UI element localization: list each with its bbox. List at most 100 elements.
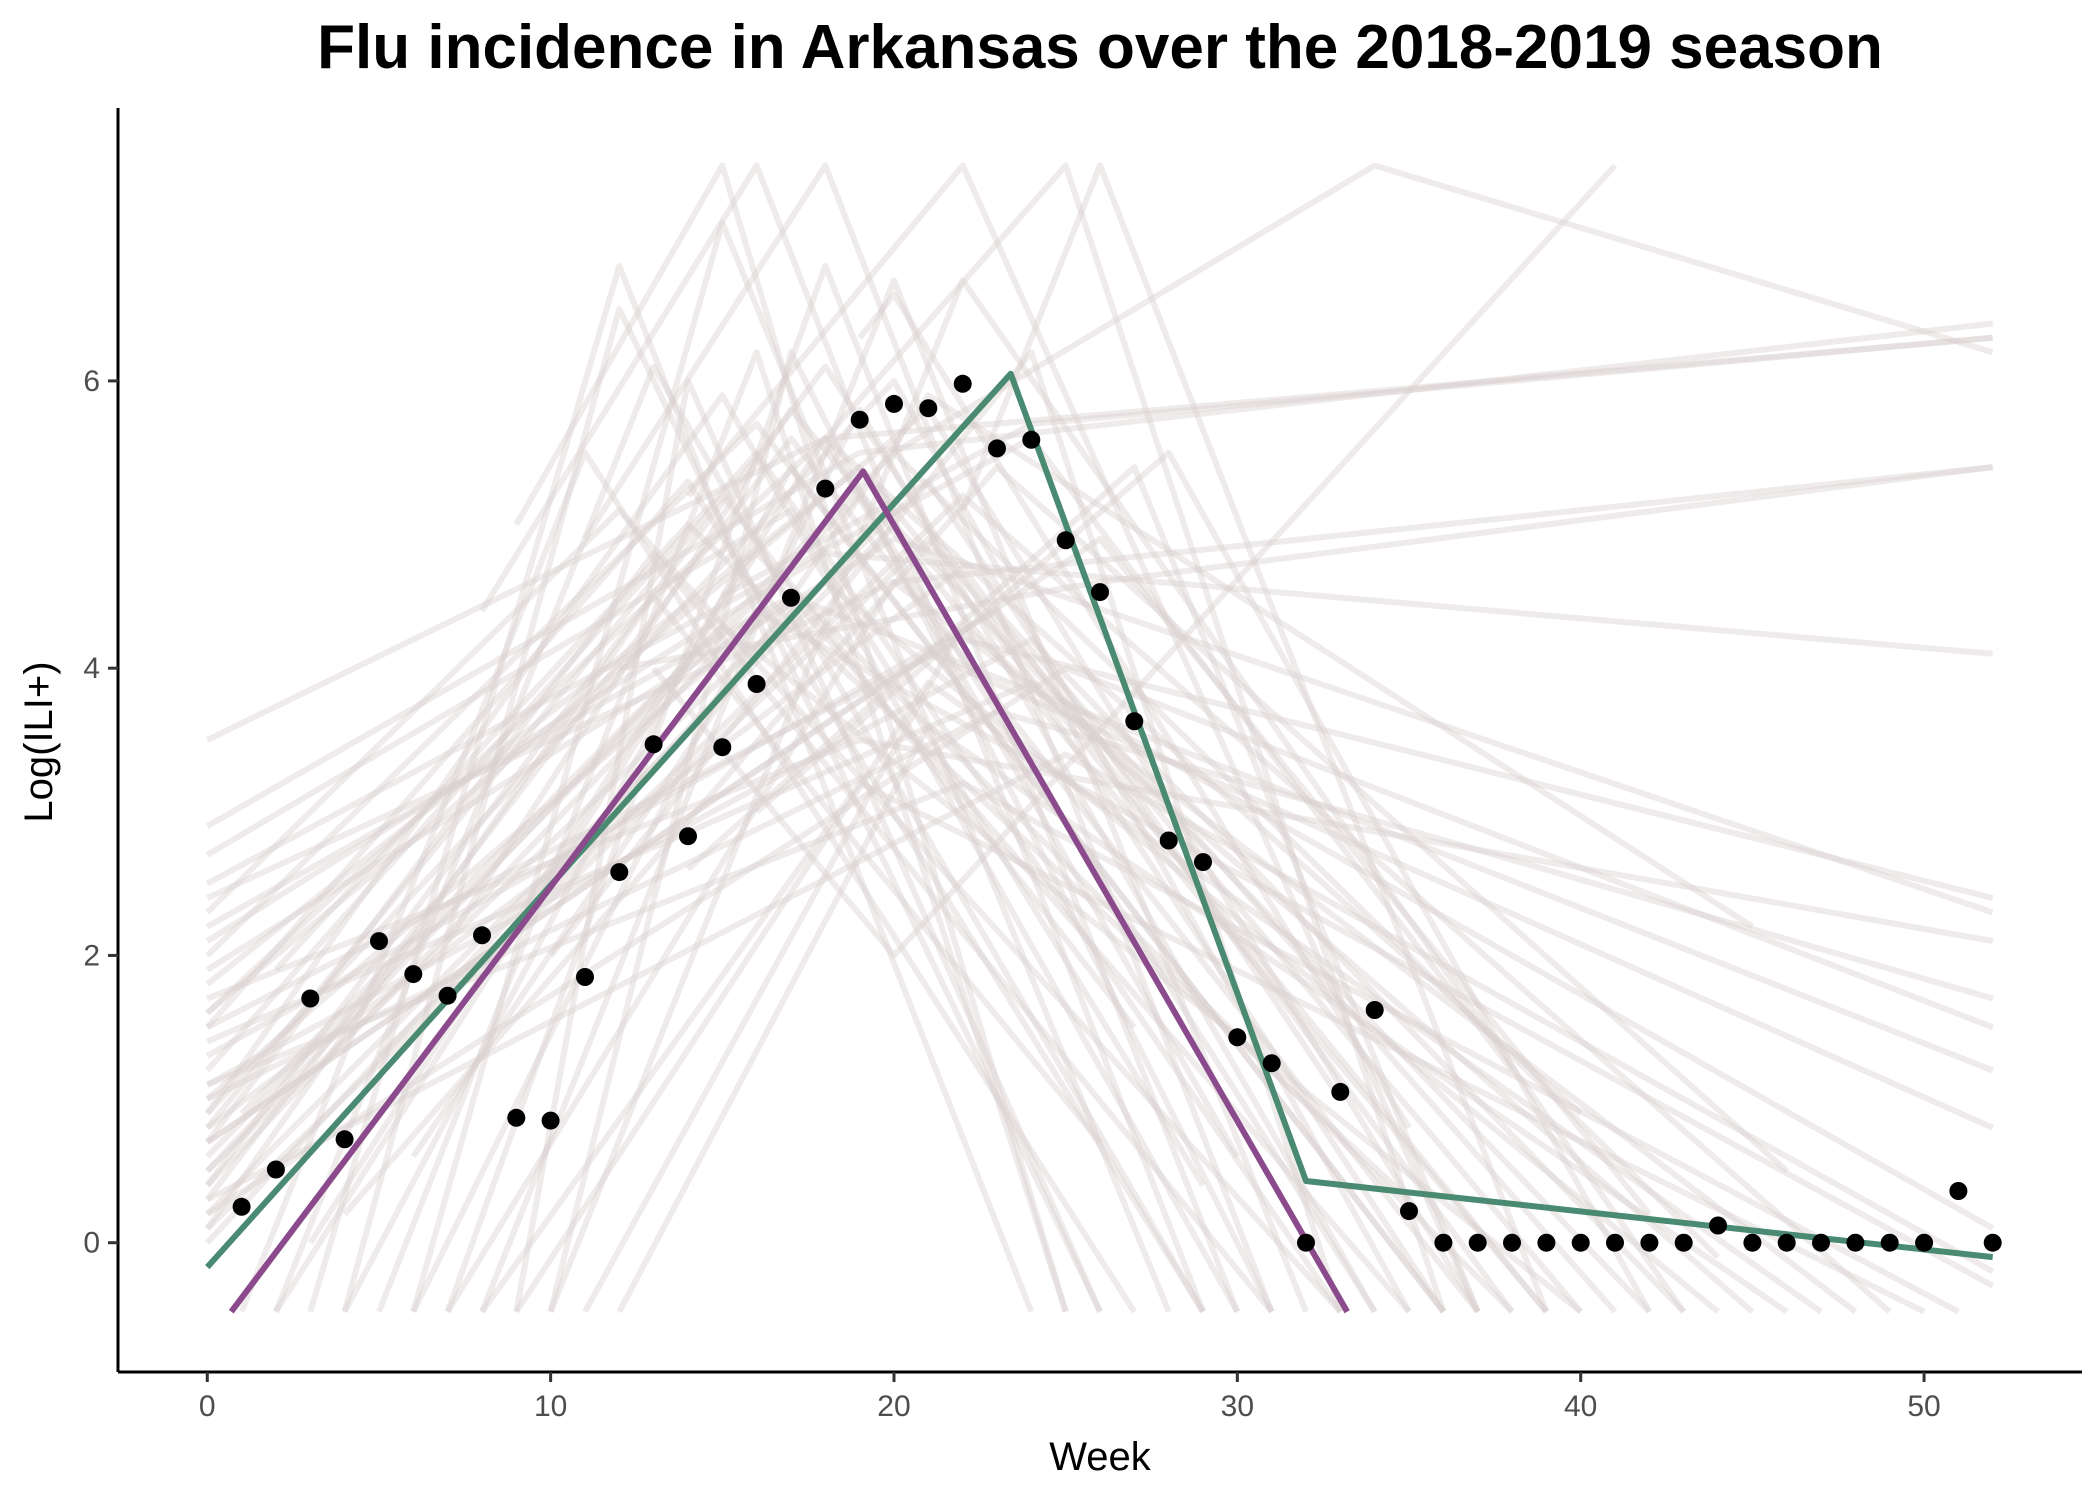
sample-line-42 [206,679,1995,1232]
sample-line-48 [582,622,1755,1314]
observed-point-2 [266,1160,285,1179]
observed-point-15 [713,738,732,757]
observed-point-30 [1228,1028,1247,1047]
y-tick-label-0: 0 [83,1227,100,1260]
y-tick-label-6: 6 [83,365,100,398]
sample-line-57 [479,162,1206,1313]
sample-line-27 [273,363,1206,1314]
observed-point-13 [644,735,663,754]
observed-point-7 [438,986,457,1005]
observed-point-20 [885,394,903,413]
observed-point-43 [1674,1233,1693,1252]
sample-line-59 [685,162,1481,1313]
x-tick-label-30: 30 [1221,1390,1254,1423]
sample-line-36 [205,550,1993,944]
x-tick-label-20: 20 [877,1390,910,1423]
observed-point-3 [301,989,320,1008]
x-tick-label-0: 0 [199,1390,216,1423]
sample-line-74 [205,435,1240,1158]
y-tick-label-4: 4 [83,652,100,685]
observed-point-39 [1537,1233,1556,1252]
observed-point-9 [507,1108,526,1127]
sample-line-26 [513,377,1103,1313]
observed-point-23 [988,439,1006,458]
sample-line-58 [582,162,1275,1313]
sample-line-7 [205,478,1206,1314]
sample-line-2 [204,392,1240,1314]
sample-line-11 [204,550,1275,1314]
observed-point-49 [1880,1233,1899,1252]
observed-point-10 [541,1111,560,1130]
sample-line-38 [205,535,1994,973]
y-axis-label: Log(ILI+) [17,661,61,822]
sample-line-50 [616,722,1789,1315]
observed-point-27 [1125,712,1144,731]
sample-line-46 [547,277,1687,1314]
observed-point-52 [1983,1233,2002,1252]
sample-line-24 [376,349,1069,1313]
x-axis-label: Week [1049,1435,1152,1479]
observed-point-42 [1640,1233,1659,1252]
sample-line-55 [651,163,1618,959]
sample-line-35 [206,464,1994,901]
x-tick-label-40: 40 [1564,1390,1597,1423]
sample-line-13 [205,421,1446,1314]
observed-point-26 [1091,583,1109,602]
observed-point-21 [919,399,938,418]
sample-line-22 [410,219,1172,1313]
sample-line-54 [685,464,1481,1313]
observed-point-38 [1503,1233,1521,1252]
observed-point-4 [335,1130,354,1149]
observed-point-17 [782,588,800,607]
sample-line-78 [204,593,1103,1231]
sample-line-68 [376,492,1892,1314]
observed-point-24 [1022,430,1041,449]
sample-line-1 [205,492,1378,1314]
sample-line-49 [513,679,1823,1315]
sample-line-76 [205,535,1652,1216]
observed-point-22 [953,374,972,393]
sample-line-51 [479,780,1926,1315]
observed-point-25 [1056,531,1075,550]
observed-point-29 [1194,853,1212,872]
observed-point-35 [1400,1202,1418,1221]
observed-point-46 [1777,1233,1796,1252]
observed-point-32 [1297,1233,1315,1252]
sample-line-45 [205,665,1994,1217]
sample-line-31 [341,464,1446,1314]
sample-line-21 [341,306,1103,1313]
sample-line-65 [618,464,1994,672]
sample-line-73 [204,492,1137,1130]
observed-point-6 [404,965,423,984]
observed-point-28 [1159,831,1178,850]
observed-point-31 [1262,1054,1281,1073]
observed-point-47 [1812,1233,1830,1252]
sample-line-28 [547,349,1275,1314]
sample-line-10 [205,464,1549,1314]
x-axis-ticks: 0 10 20 30 40 50 [199,1372,1941,1423]
observed-point-12 [610,863,629,882]
observed-point-48 [1846,1233,1865,1252]
sample-lines [204,162,1995,1315]
observed-point-45 [1743,1233,1762,1252]
sample-line-30 [410,406,1378,1314]
observed-point-18 [816,479,835,498]
chart-title: Flu incidence in Arkansas over the 2018-… [317,13,1883,82]
sample-line-18 [205,507,1343,1314]
sample-line-44 [206,737,1994,1002]
observed-point-50 [1915,1233,1934,1252]
sample-line-25 [479,277,1309,1313]
sample-line-66 [410,392,1755,1159]
fit-line-0 [205,370,1994,1270]
observed-point-1 [232,1197,251,1216]
observed-point-44 [1709,1216,1727,1235]
sample-line-29 [238,449,1137,1314]
sample-line-34 [205,320,1994,829]
y-tick-label-2: 2 [83,939,100,972]
observed-point-11 [576,968,594,986]
observed-point-51 [1949,1182,1968,1200]
sample-line-39 [205,708,1994,1102]
x-tick-label-10: 10 [534,1390,567,1423]
sample-line-23 [444,263,1241,1313]
